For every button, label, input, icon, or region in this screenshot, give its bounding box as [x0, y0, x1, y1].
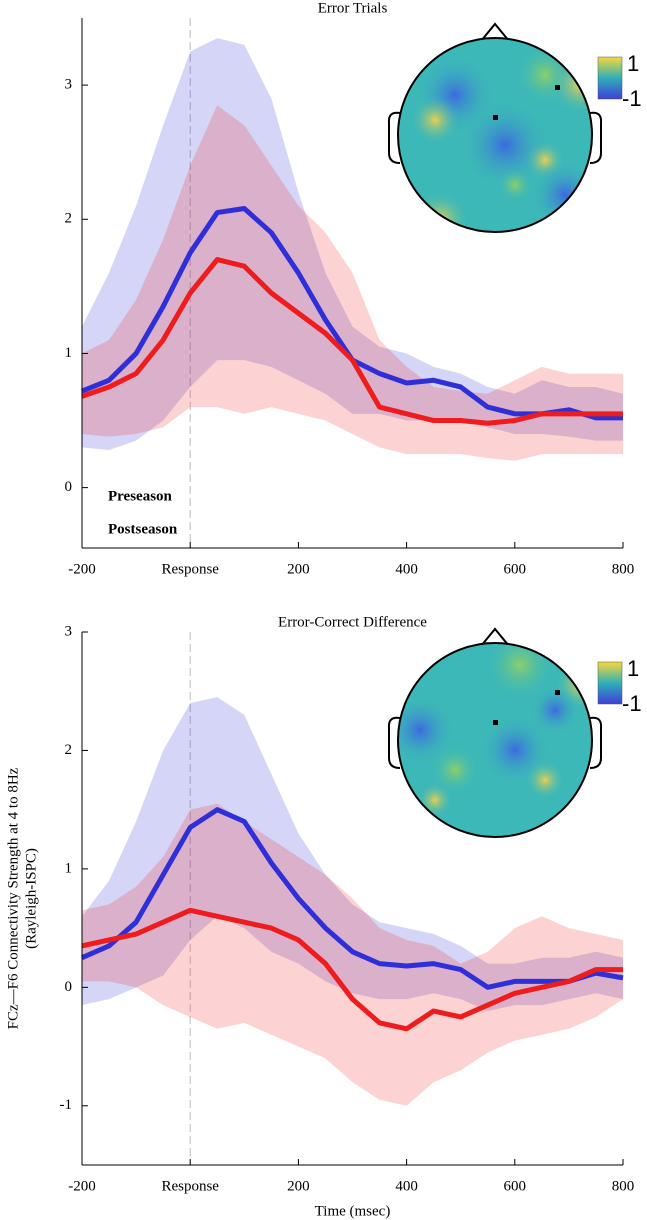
- x-tick-label: 800: [612, 561, 635, 577]
- series-line: [81, 257, 623, 426]
- x-tick-label: -200: [68, 561, 96, 577]
- x-tick-label: 400: [395, 1178, 418, 1194]
- nose: [480, 627, 510, 647]
- error-band: [82, 38, 623, 451]
- y-tick-label: 0: [65, 979, 73, 995]
- y-tick-label: 1: [65, 345, 73, 361]
- topo-blob: [410, 95, 460, 145]
- y-tick-label: 2: [65, 211, 73, 227]
- y-tick-label: 0: [65, 479, 73, 495]
- electrode: [493, 115, 498, 120]
- y-tick-label: 3: [65, 623, 73, 639]
- electrode: [555, 690, 560, 695]
- y-tick-label: -1: [60, 1097, 73, 1113]
- topo-blob: [525, 760, 565, 800]
- error-band: [82, 105, 623, 461]
- electrode: [493, 720, 498, 725]
- y-tick-label: 3: [65, 77, 73, 93]
- series-line: [80, 807, 624, 990]
- topo-blob: [410, 190, 470, 232]
- topo-blob: [530, 685, 580, 735]
- chart-title: Error Trials: [318, 0, 388, 16]
- topo-blob: [430, 745, 480, 795]
- error-band: [82, 697, 623, 1012]
- y-tick-label: 1: [65, 860, 73, 876]
- topo-blob: [497, 167, 533, 203]
- topo-blob: [417, 782, 453, 818]
- colorbar-label: 1: [627, 656, 639, 681]
- ear: [387, 111, 401, 164]
- legend-entry: Postseason: [108, 521, 178, 537]
- legend-entry: Preseason: [108, 488, 173, 504]
- error-band: [82, 803, 623, 1106]
- topoplot: 1-1: [387, 627, 642, 838]
- x-tick-label: Response: [161, 1178, 219, 1194]
- chart-title: Error-Correct Difference: [278, 614, 427, 630]
- y-axis-label: (Rayleigh-ISPC): [23, 848, 39, 949]
- colorbar-label: -1: [622, 86, 642, 111]
- x-tick-label: -200: [68, 1178, 96, 1194]
- series-line: [81, 907, 623, 1032]
- electrode: [555, 85, 560, 90]
- nose: [480, 22, 510, 42]
- y-tick-label: 2: [65, 742, 73, 758]
- x-tick-label: Response: [161, 561, 219, 577]
- x-tick-label: 800: [612, 1178, 635, 1194]
- ear: [589, 111, 603, 164]
- colorbar-label: 1: [627, 51, 639, 76]
- topo-blob: [530, 160, 592, 230]
- x-axis-label: Time (msec): [315, 1203, 391, 1219]
- topoplot: 1-1: [387, 22, 642, 233]
- y-axis-label: FCz—F6 Connectivity Strength at 4 to 8Hz: [5, 767, 21, 1029]
- x-tick-label: 600: [504, 561, 527, 577]
- x-tick-label: 600: [504, 1178, 527, 1194]
- colorbar-label: -1: [622, 691, 642, 716]
- scalp-outline: [397, 642, 593, 838]
- scalp-outline: [397, 37, 593, 233]
- x-tick-label: 200: [287, 1178, 310, 1194]
- x-tick-label: 200: [287, 561, 310, 577]
- colorbar: [597, 661, 623, 705]
- colorbar: [597, 56, 623, 100]
- x-tick-label: 400: [395, 561, 418, 577]
- ear: [589, 716, 603, 769]
- ear: [387, 716, 401, 769]
